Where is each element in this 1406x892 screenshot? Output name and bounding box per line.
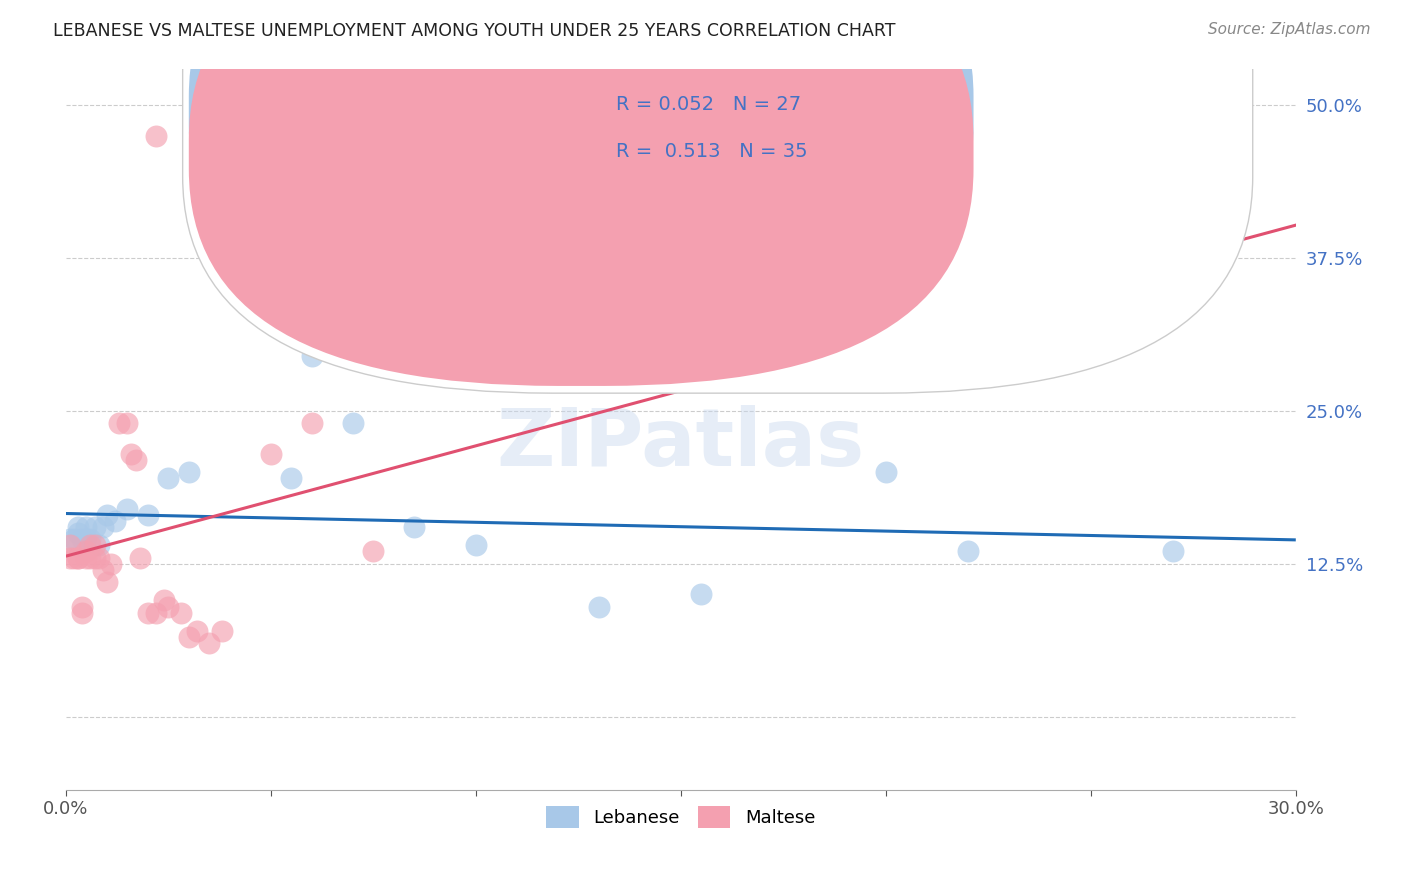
Text: ZIPatlas: ZIPatlas — [496, 405, 865, 483]
FancyBboxPatch shape — [188, 0, 973, 386]
Point — [301, 416, 323, 430]
Legend: Lebanese, Maltese: Lebanese, Maltese — [540, 798, 823, 835]
Point — [588, 599, 610, 614]
Point — [67, 526, 90, 541]
Point — [70, 599, 93, 614]
Point — [120, 447, 142, 461]
Point — [128, 550, 150, 565]
Point — [875, 465, 897, 479]
Point — [79, 538, 101, 552]
Point — [91, 563, 114, 577]
Point — [136, 508, 159, 522]
Point — [79, 550, 101, 565]
Point — [177, 630, 200, 644]
Point — [280, 471, 302, 485]
Point — [145, 128, 167, 143]
Point — [91, 520, 114, 534]
Point — [153, 593, 176, 607]
Text: LEBANESE VS MALTESE UNEMPLOYMENT AMONG YOUTH UNDER 25 YEARS CORRELATION CHART: LEBANESE VS MALTESE UNEMPLOYMENT AMONG Y… — [53, 22, 896, 40]
Point — [301, 349, 323, 363]
Point — [70, 533, 93, 547]
Point — [87, 550, 110, 565]
Point — [87, 538, 110, 552]
Point — [63, 533, 86, 547]
Point — [59, 538, 82, 552]
Point — [169, 606, 191, 620]
Point — [83, 538, 105, 552]
Point — [177, 465, 200, 479]
Point — [956, 544, 979, 558]
Point — [363, 544, 385, 558]
Point — [690, 587, 713, 601]
FancyBboxPatch shape — [183, 0, 1253, 393]
Point — [464, 538, 486, 552]
FancyBboxPatch shape — [188, 0, 973, 343]
Point — [108, 416, 131, 430]
Point — [63, 550, 86, 565]
Point — [124, 452, 146, 467]
Point — [157, 471, 180, 485]
Point — [59, 533, 82, 547]
Point — [75, 533, 97, 547]
Point — [157, 599, 180, 614]
Point — [83, 520, 105, 534]
Text: Source: ZipAtlas.com: Source: ZipAtlas.com — [1208, 22, 1371, 37]
Point — [198, 636, 221, 650]
Point — [1161, 544, 1184, 558]
Point — [83, 550, 105, 565]
Point — [104, 514, 127, 528]
Point — [117, 501, 139, 516]
Point — [75, 550, 97, 565]
Point — [117, 416, 139, 430]
Point — [75, 520, 97, 534]
Point — [96, 575, 118, 590]
Point — [67, 550, 90, 565]
Point — [136, 606, 159, 620]
Text: R =  0.513   N = 35: R = 0.513 N = 35 — [616, 142, 807, 161]
Point — [67, 520, 90, 534]
Text: R = 0.052   N = 27: R = 0.052 N = 27 — [616, 95, 801, 114]
Point — [186, 624, 208, 638]
Point — [96, 508, 118, 522]
Point — [211, 624, 233, 638]
Point — [59, 550, 82, 565]
Point — [145, 606, 167, 620]
Point — [226, 220, 249, 235]
Point — [404, 520, 426, 534]
Point — [100, 557, 122, 571]
Point — [342, 416, 364, 430]
Point — [70, 606, 93, 620]
Point — [67, 550, 90, 565]
Point — [79, 533, 101, 547]
Point — [75, 544, 97, 558]
Point — [260, 447, 283, 461]
